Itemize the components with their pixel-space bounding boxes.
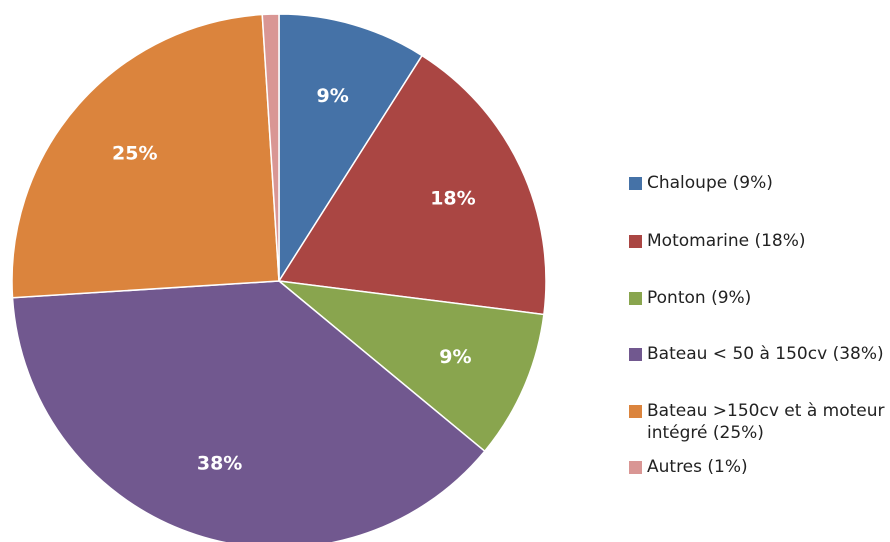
legend-label: Bateau >150cv et à moteur intégré (25%) xyxy=(647,401,885,443)
legend-item: Bateau < 50 à 150cv (38%) xyxy=(629,343,887,365)
pie-slice xyxy=(277,54,547,316)
legend-swatch xyxy=(629,177,642,190)
slice-label: 38% xyxy=(197,452,242,474)
legend-swatch xyxy=(629,292,642,305)
legend-swatch xyxy=(629,235,642,248)
pie-slice xyxy=(261,13,280,282)
pie-slice xyxy=(278,13,424,284)
legend-label: Ponton (9%) xyxy=(647,288,752,308)
slice-label: 9% xyxy=(317,85,349,107)
legend-swatch xyxy=(629,461,642,474)
legend-item: Autres (1%) xyxy=(629,456,887,478)
legend-swatch xyxy=(629,348,642,361)
pie-slice xyxy=(276,279,545,453)
legend-label: Chaloupe (9%) xyxy=(647,173,773,193)
slice-label: 25% xyxy=(112,142,157,164)
legend-item: Chaloupe (9%) xyxy=(629,172,887,194)
legend-item: Ponton (9%) xyxy=(629,287,887,309)
legend-label: Autres (1%) xyxy=(647,457,748,477)
legend-label: Bateau < 50 à 150cv (38%) xyxy=(647,344,884,364)
pie-slice xyxy=(11,13,280,299)
legend-item: Bateau >150cv et à moteur intégré (25%) xyxy=(629,400,887,444)
slice-label: 18% xyxy=(430,188,475,210)
legend-swatch xyxy=(629,405,642,418)
legend-label: Motomarine (18%) xyxy=(647,231,806,251)
legend-item: Motomarine (18%) xyxy=(629,230,887,252)
pie-slice xyxy=(11,280,486,542)
slice-label: 9% xyxy=(439,346,471,368)
